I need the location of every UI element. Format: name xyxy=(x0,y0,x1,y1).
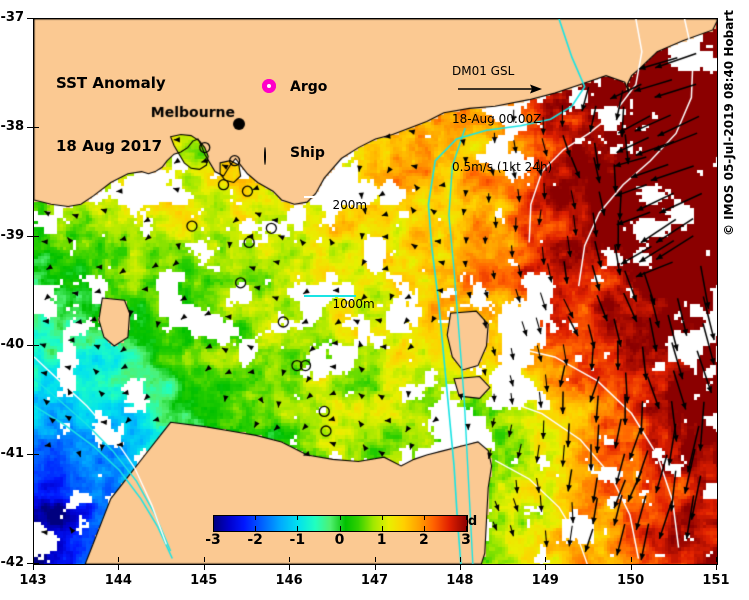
colorbar-tick-label: -1 xyxy=(289,532,306,548)
y-tick-inner xyxy=(34,345,39,346)
x-tick-inner xyxy=(203,557,205,562)
x-tick xyxy=(33,564,34,570)
sst-anomaly-raster xyxy=(34,19,717,564)
x-axis-label: 148 xyxy=(446,573,474,588)
y-axis-label: -42 xyxy=(0,555,25,570)
colorbar-tick xyxy=(381,526,383,531)
y-tick xyxy=(27,563,33,564)
colorbar-tick xyxy=(466,515,467,520)
colorbar-tick xyxy=(255,526,257,531)
depth-line-1000-icon xyxy=(304,295,356,297)
x-axis-label: 150 xyxy=(617,573,645,588)
y-tick xyxy=(27,127,33,128)
marker-legend: Argo Ship xyxy=(262,31,327,207)
velocity-scale-arrow-icon xyxy=(458,84,542,94)
colorbar-tick xyxy=(466,526,467,531)
x-tick-inner xyxy=(374,557,376,562)
x-tick-inner xyxy=(118,557,120,562)
y-axis-label: -38 xyxy=(0,119,25,134)
current-legend: DM01 GSL 18-Aug 00:00Z 0.5m/s (1kt 24h) xyxy=(452,31,552,207)
title-line-2: 18 Aug 2017 xyxy=(56,137,163,155)
colorbar-tick xyxy=(381,515,383,520)
depth-label-200: 200m xyxy=(332,198,368,212)
x-axis-label: 145 xyxy=(190,573,218,588)
legend-row-argo: Argo xyxy=(262,75,327,97)
depth-row-1000: 1000m xyxy=(302,280,375,344)
y-tick xyxy=(27,236,33,237)
sst-anomaly-colorbar[interactable] xyxy=(213,515,468,532)
current-legend-line-1: DM01 GSL xyxy=(452,64,515,78)
colorbar-tick xyxy=(423,526,425,531)
x-tick xyxy=(374,564,376,570)
y-tick-inner xyxy=(34,236,39,237)
y-tick-inner xyxy=(34,18,39,19)
depth-label-1000: 1000m xyxy=(332,297,375,311)
imos-credit-text: © IMOS 05-Jul-2019 08:40 Hobart xyxy=(722,10,736,236)
colorbar-tick xyxy=(213,526,214,531)
y-axis-label: -39 xyxy=(0,228,25,243)
colorbar-tick-label: -2 xyxy=(247,532,263,548)
x-tick xyxy=(203,564,205,570)
map-plot-area[interactable]: SST Anomaly 18 Aug 2017 Argo Ship DM01 G… xyxy=(33,18,718,565)
y-tick-inner xyxy=(34,127,39,128)
colorbar-tick xyxy=(255,515,257,520)
x-tick xyxy=(630,564,632,570)
x-axis-label: 151 xyxy=(702,573,730,588)
y-axis-label: -40 xyxy=(0,337,25,352)
legend-row-ship: Ship xyxy=(262,141,325,165)
colorbar-tick xyxy=(297,526,299,531)
y-axis-label: -41 xyxy=(0,446,25,461)
x-tick-inner xyxy=(33,557,34,562)
x-tick-inner xyxy=(630,557,632,562)
x-tick-inner xyxy=(289,557,291,562)
y-tick xyxy=(27,18,33,19)
depth-row-200: 200m xyxy=(302,181,375,245)
legend-label-argo: Argo xyxy=(290,79,328,95)
x-tick xyxy=(459,564,461,570)
x-tick xyxy=(545,564,547,570)
title-line-1: SST Anomaly xyxy=(56,74,166,92)
y-tick-inner xyxy=(34,563,39,564)
y-tick-inner xyxy=(34,454,39,455)
colorbar-tick xyxy=(339,526,341,531)
y-axis-label: -37 xyxy=(0,10,25,25)
y-tick xyxy=(27,454,33,455)
y-tick xyxy=(27,345,33,346)
x-axis-label: 146 xyxy=(275,573,303,588)
x-tick-inner xyxy=(716,557,717,562)
x-axis-label: 149 xyxy=(531,573,559,588)
x-axis-label: 144 xyxy=(104,573,132,588)
x-tick xyxy=(289,564,291,570)
x-tick xyxy=(716,564,717,570)
colorbar-tick xyxy=(339,515,341,520)
colorbar-tick xyxy=(297,515,299,520)
x-tick-inner xyxy=(459,557,461,562)
colorbar-tick xyxy=(423,515,425,520)
argo-filled-circle-icon xyxy=(262,79,276,93)
colorbar-tick xyxy=(213,515,214,520)
x-tick xyxy=(118,564,120,570)
x-axis-label: 143 xyxy=(19,573,47,588)
colorbar-tick-label: 2 xyxy=(418,532,429,548)
colorbar-tick-label: -3 xyxy=(205,532,221,548)
current-legend-line-2: 18-Aug 00:00Z xyxy=(452,112,542,126)
depth-contour-legend: 200m 1000m xyxy=(302,149,375,376)
x-axis-label: 147 xyxy=(360,573,389,588)
map-title: SST Anomaly 18 Aug 2017 xyxy=(56,31,166,199)
colorbar-tick-label: 3 xyxy=(461,532,471,548)
depth-line-200-icon xyxy=(304,196,356,198)
colorbar-tick-label: 0 xyxy=(334,532,345,548)
current-legend-line-3: 0.5m/s (1kt 24h) xyxy=(452,160,553,174)
x-tick-inner xyxy=(545,557,547,562)
colorbar-tick-label: 1 xyxy=(376,532,387,548)
ship-open-circle-icon xyxy=(262,145,276,165)
legend-label-ship: Ship xyxy=(290,145,325,161)
